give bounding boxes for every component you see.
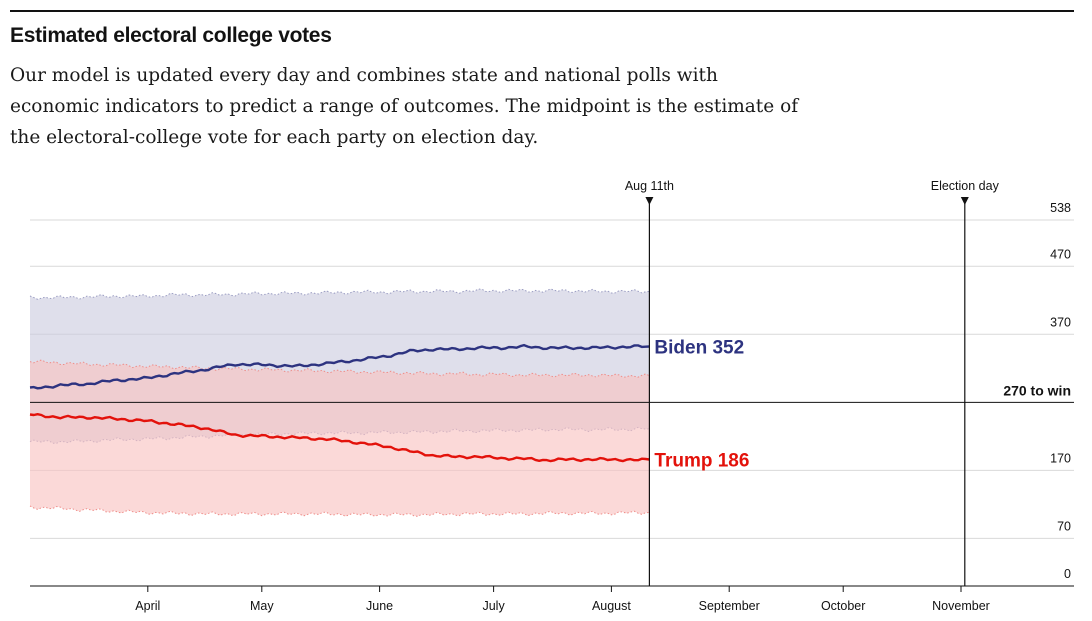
x-tick-label: October (821, 599, 865, 613)
biden-line (29, 343, 650, 390)
trump-band-upper-edge (29, 359, 650, 378)
top-rule (10, 10, 1074, 12)
y-tick-label: 170 (1050, 451, 1071, 465)
biden-label: Biden 352 (654, 338, 744, 359)
marker-arrow (645, 197, 654, 205)
x-tick-label: July (482, 599, 505, 613)
trump-label: Trump 186 (654, 450, 749, 471)
marker-arrow (960, 197, 969, 205)
chart-subtitle: Our model is updated every day and combi… (10, 65, 799, 148)
y-tick-label: 538 (1050, 201, 1071, 215)
y-tick-label: 70 (1057, 519, 1071, 533)
x-tick-label: August (592, 599, 631, 613)
axes (30, 197, 1074, 592)
x-tick-label: November (932, 599, 990, 613)
threshold-label: 270 to win (1003, 382, 1071, 398)
x-tick-label: June (366, 599, 393, 613)
uncertainty-bands (29, 288, 650, 517)
x-tick-label: September (699, 599, 760, 613)
y-tick-label: 0 (1064, 567, 1071, 581)
x-tick-label: April (135, 599, 160, 613)
biden-band-upper-edge (29, 288, 650, 300)
marker-label: Election day (931, 179, 1000, 193)
y-tick-label: 470 (1050, 247, 1071, 261)
trump-band-lower-edge (29, 505, 650, 517)
y-tick-label: 370 (1050, 315, 1071, 329)
chart-labels: 538 470 370 170 70 0 270 to win Biden 352 Trump … (135, 179, 1071, 613)
trump-band (30, 360, 650, 517)
trump-line (29, 413, 650, 463)
chart-title: Estimated electoral college votes (10, 24, 332, 47)
x-tick-label: May (250, 599, 274, 613)
series-lines (29, 343, 650, 463)
marker-label: Aug 11th (625, 179, 674, 193)
